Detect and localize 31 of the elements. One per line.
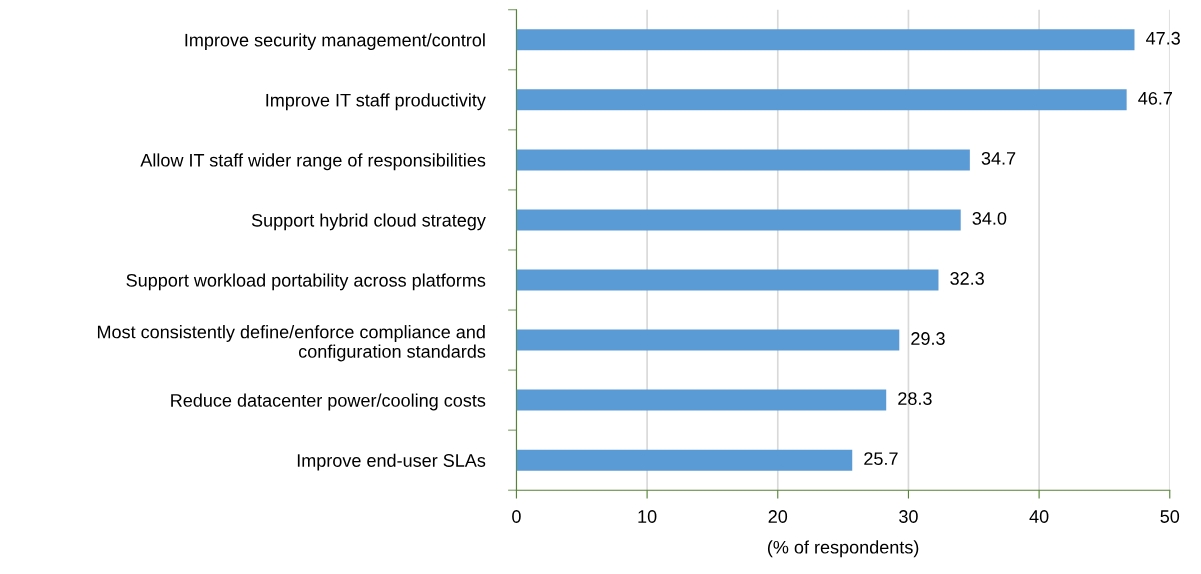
data-label: 34.0: [972, 212, 1007, 225]
bar: [516, 89, 1127, 111]
data-label: 46.7: [1138, 91, 1172, 105]
y-tick-label: Allow IT staff wider range of responsibilities: [140, 153, 486, 171]
y-tick-label: Improve end-user SLAs: [297, 453, 486, 471]
data-label: 28.3: [898, 392, 932, 405]
y-tick-label: Improve IT staff productivity: [266, 93, 486, 111]
y-tick-label: Improve security management/control: [185, 33, 485, 51]
x-tick-label: 10: [638, 510, 657, 523]
bar: [516, 449, 853, 471]
bar: [516, 149, 970, 171]
x-tick-label: 50: [1160, 510, 1180, 523]
x-tick-label: 40: [1029, 510, 1049, 523]
bar: [516, 269, 939, 291]
y-tick-label: Reduce datacenter power/cooling costs: [171, 393, 486, 411]
data-label: 34.7: [981, 151, 1016, 165]
data-label: 29.3: [911, 332, 945, 345]
bar: [516, 389, 887, 411]
data-label: 47.3: [1146, 31, 1180, 45]
y-tick-label: Support hybrid cloud strategy: [251, 213, 486, 231]
bar: [516, 209, 961, 231]
y-tick-label: Most consistently define/enforce compliance and configuration standards: [97, 325, 486, 362]
data-label: 25.7: [864, 452, 898, 466]
y-tick-label: Support workload portability across platforms: [126, 273, 486, 291]
x-axis-title: (% of respondents): [767, 540, 919, 558]
x-tick-label: 30: [899, 510, 918, 523]
x-tick-label: 20: [768, 510, 788, 523]
x-tick-label: 0: [512, 510, 521, 523]
bar: [516, 329, 900, 351]
bar: [516, 29, 1135, 51]
data-label: 32.3: [950, 272, 984, 285]
